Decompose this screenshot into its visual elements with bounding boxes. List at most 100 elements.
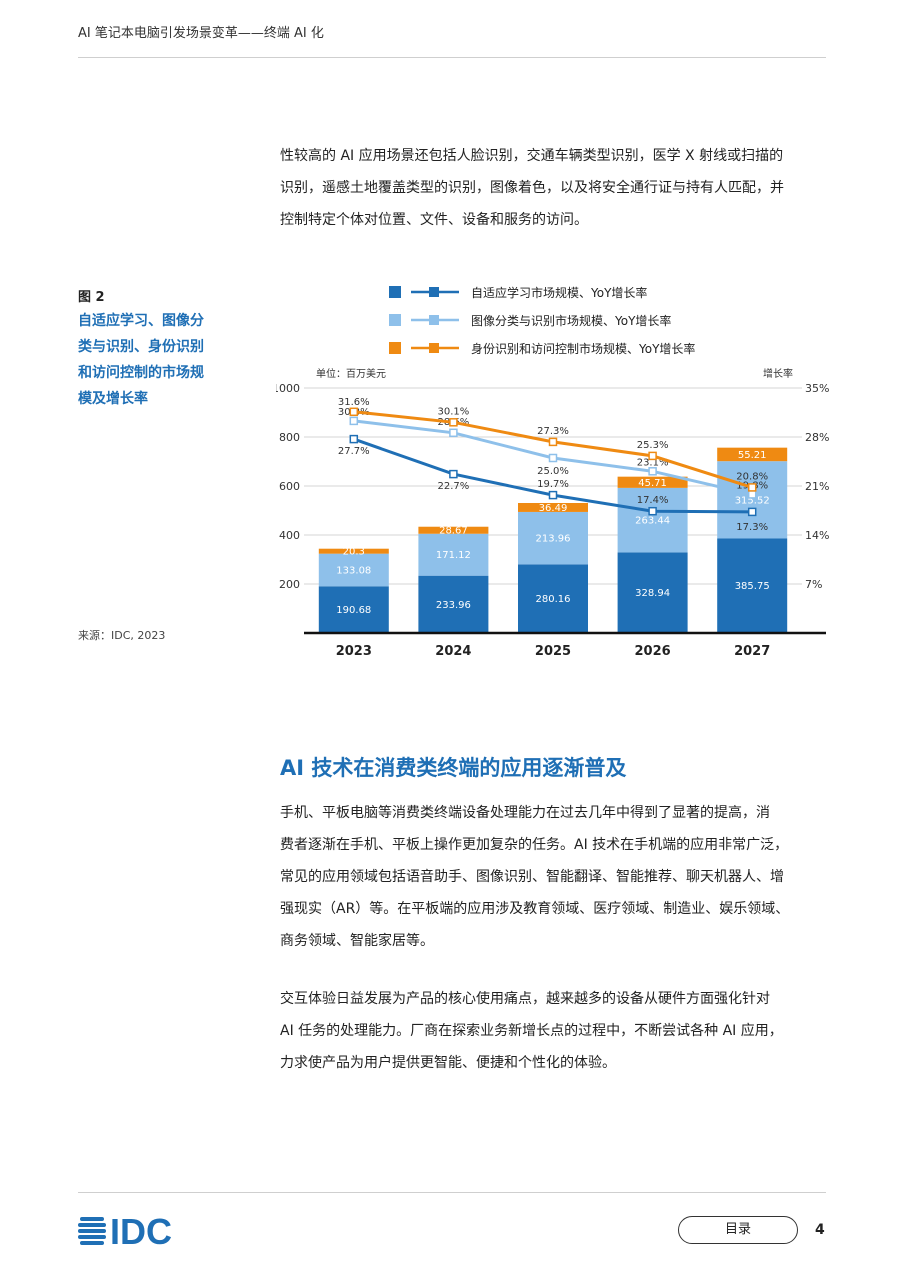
left-tick-label: 600 [279, 480, 300, 493]
legend-bar-swatch [389, 314, 401, 326]
growth-marker [449, 418, 458, 427]
right-tick-label: 28% [805, 431, 829, 444]
growth-label: 25.3% [637, 440, 669, 451]
legend-label: 身份识别和访问控制市场规模、YoY增长率 [471, 341, 695, 356]
growth-marker [548, 453, 558, 463]
section-paragraph-1: 手机、平板电脑等消费类终端设备处理能力在过去几年中得到了显著的提高，消 费者逐渐… [280, 797, 828, 957]
intro-paragraph: 性较高的 AI 应用场景还包括人脸识别，交通车辆类型识别，医学 X 射线或扫描的… [280, 140, 828, 236]
running-header-title: AI 笔记本电脑引发场景变革——终端 AI 化 [78, 26, 324, 41]
market-chart: 自适应学习市场规模、YoY增长率图像分类与识别市场规模、YoY增长率身份识别和访… [276, 285, 829, 659]
growth-marker [349, 416, 359, 426]
bar-value-label: 133.08 [336, 565, 371, 576]
legend-marker [429, 287, 439, 297]
growth-marker [648, 506, 657, 516]
right-tick-label: 21% [805, 480, 829, 493]
logo-wordmark: IDC [110, 1211, 172, 1250]
right-tick-label: 35% [805, 382, 829, 395]
category-label: 2026 [635, 644, 671, 659]
growth-label: 20.8% [736, 471, 768, 482]
growth-label: 23.1% [637, 457, 669, 468]
bar-segment [318, 553, 389, 587]
growth-marker [747, 490, 757, 499]
bar-segment [418, 533, 489, 576]
bar-value-label: 385.75 [735, 581, 770, 592]
category-label: 2027 [734, 644, 770, 659]
figure-source: 来源：IDC, 2023 [78, 629, 166, 642]
legend-bar-swatch [389, 286, 401, 298]
bar-value-label: 171.12 [436, 550, 471, 561]
category-label: 2025 [535, 644, 571, 659]
intro-line: 识别，遥感土地覆盖类型的识别，图像着色，以及将安全通行证与持有人匹配，并 [280, 180, 784, 196]
bar-value-label: 233.96 [436, 600, 471, 611]
growth-label: 27.7% [338, 446, 370, 457]
growth-label: 25.0% [537, 466, 569, 477]
left-axis-label: 单位：百万美元 [316, 367, 386, 380]
left-tick-label: 800 [279, 431, 300, 444]
bar-value-label: 280.16 [536, 594, 571, 605]
bar-segment [617, 487, 688, 553]
growth-label: 27.3% [537, 426, 569, 437]
paragraph-line: 强现实（AR）等。在平板端的应用涉及教育领域、医疗领域、制造业、娱乐领域、 [280, 901, 790, 917]
section-heading: AI 技术在消费类终端的应用逐渐普及 [280, 756, 627, 780]
left-tick-label: 1000 [276, 382, 300, 395]
growth-marker [349, 434, 359, 444]
bar-segment [617, 476, 688, 488]
toc-button[interactable]: 目录 [678, 1216, 798, 1244]
paragraph-line: 商务领域、智能家居等。 [280, 933, 434, 949]
bar-segment [418, 575, 489, 633]
figure-title-line: 和访问控制的市场规 [78, 365, 204, 381]
growth-label: 31.6% [338, 397, 370, 408]
section-paragraph-2: 交互体验日益发展为产品的核心使用痛点，越来越多的设备从硬件方面强化针对 AI 任… [280, 983, 828, 1079]
bar-segment [518, 511, 588, 565]
growth-marker [449, 428, 458, 438]
legend-marker [429, 315, 439, 325]
page-number: 4 [815, 1222, 825, 1238]
bar-value-label: 213.96 [536, 534, 571, 545]
figure-number: 图 2 [78, 290, 105, 305]
bar-value-label: 36.49 [539, 503, 568, 514]
left-tick-label: 400 [279, 529, 300, 542]
bar-segment [418, 526, 489, 534]
header-divider [78, 57, 826, 58]
growth-label: 30.1% [438, 406, 470, 417]
bar-value-label: 328.94 [635, 588, 670, 599]
bar-segment [717, 538, 788, 633]
bar-segment [617, 552, 688, 633]
bar-segment [717, 447, 788, 462]
growth-label: 19.7% [537, 479, 569, 490]
paragraph-line: 费者逐渐在手机、平板上操作更加复杂的任务。AI 技术在手机端的应用非常广泛， [280, 837, 789, 853]
growth-label: 17.3% [736, 522, 768, 533]
figure-title: 自适应学习、图像分 类与识别、身份识别 和访问控制的市场规 模及增长率 [78, 308, 228, 412]
growth-marker [449, 469, 458, 479]
growth-marker [648, 467, 657, 476]
legend-label: 自适应学习市场规模、YoY增长率 [471, 285, 647, 300]
bar-value-label: 45.71 [638, 478, 667, 489]
bar-value-label: 28.67 [439, 526, 468, 537]
paragraph-line: 力求使产品为用户提供更智能、便捷和个性化的体验。 [280, 1055, 616, 1071]
right-tick-label: 14% [805, 529, 829, 542]
bar-value-label: 315.52 [735, 495, 770, 506]
footer-divider [78, 1192, 826, 1193]
legend-label: 图像分类与识别市场规模、YoY增长率 [471, 313, 671, 328]
bar-value-label: 263.44 [635, 516, 670, 527]
bar-value-label: 20.3 [343, 547, 365, 558]
paragraph-line: AI 任务的处理能力。厂商在探索业务新增长点的过程中，不断尝试各种 AI 应用， [280, 1023, 783, 1039]
idc-globe-icon [78, 1217, 106, 1245]
category-label: 2023 [336, 644, 372, 659]
bar-segment [518, 503, 588, 512]
paragraph-line: 交互体验日益发展为产品的核心使用痛点，越来越多的设备从硬件方面强化针对 [280, 991, 770, 1007]
right-tick-label: 7% [805, 578, 822, 591]
bar-value-label: 190.68 [336, 605, 371, 616]
paragraph-line: 常见的应用领域包括语音助手、图像识别、智能翻译、智能推荐、聊天机器人、增 [280, 869, 784, 885]
growth-marker [548, 437, 558, 447]
legend-marker [429, 343, 439, 353]
growth-marker [747, 507, 757, 517]
bar-segment [717, 461, 788, 539]
category-label: 2024 [435, 644, 471, 659]
left-tick-label: 200 [279, 578, 300, 591]
growth-marker [648, 451, 657, 461]
bar-value-label: 55.21 [738, 450, 767, 461]
intro-line: 性较高的 AI 应用场景还包括人脸识别，交通车辆类型识别，医学 X 射线或扫描的 [280, 148, 784, 164]
growth-label: 17.4% [637, 495, 669, 506]
figure-title-line: 自适应学习、图像分 [78, 313, 204, 329]
